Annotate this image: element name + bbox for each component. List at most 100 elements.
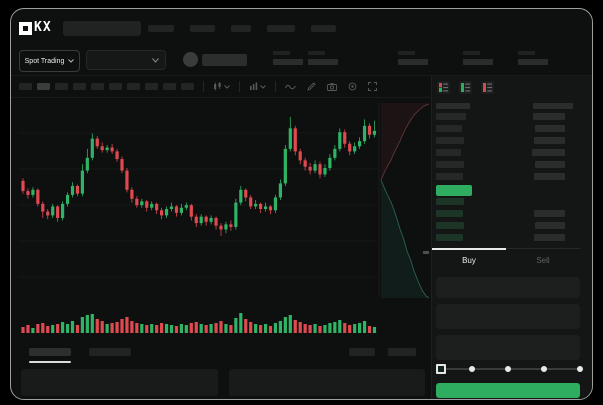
timeframe-button[interactable] [55,83,68,90]
book-combined-icon[interactable] [437,81,450,94]
bottom-panels [21,369,425,396]
pair-dropdown[interactable] [86,50,166,70]
buy-tab[interactable]: Buy [462,256,476,265]
bid-amount-placeholder [535,222,565,229]
timeframe-button[interactable] [127,83,140,90]
slider-stop[interactable] [469,366,475,372]
timeframe-button[interactable] [145,83,158,90]
orderbook-trade-panel: Buy Sell [431,76,592,399]
timeframe-button[interactable] [37,83,50,90]
bottom-action-button[interactable] [388,348,416,356]
ask-row[interactable] [436,137,580,144]
ask-amount-placeholder [535,125,565,132]
slider-handle[interactable] [436,364,446,374]
coin-avatar [183,52,198,67]
order-form-field[interactable] [436,335,580,360]
chart-gridlines [19,132,377,278]
book-bids-icon[interactable] [459,81,472,94]
bottom-tab[interactable] [89,348,131,356]
buy-submit-button[interactable] [436,383,580,398]
bid-amount-placeholder [534,210,565,217]
nav-item[interactable] [190,25,215,32]
candlestick-series [21,116,377,236]
bid-price-placeholder [436,222,464,229]
bottom-tab-bar [19,346,425,364]
bottom-tab-active-underline [29,361,71,363]
ask-price-placeholder [436,173,463,180]
chart-settings-button[interactable] [348,82,357,91]
order-form-field[interactable] [436,277,580,298]
nav-item[interactable] [231,25,251,32]
timeframe-button[interactable] [163,83,176,90]
bottom-panel[interactable] [21,369,218,396]
bid-row[interactable] [436,234,580,241]
orderbook-view-toggles [437,81,494,94]
ask-price-placeholder [436,161,464,168]
wave-icon [285,84,296,89]
indicator-button[interactable] [249,82,266,91]
ticker-stat [273,51,303,65]
candlestick-chart[interactable] [19,101,429,336]
buy-tab-indicator [432,248,506,250]
fullscreen-button[interactable] [368,82,377,91]
market-type-dropdown[interactable]: Spot Trading [19,50,80,72]
top-nav [148,25,336,32]
chart-toolbar [11,75,592,98]
bid-row[interactable] [436,198,580,205]
indicator-line-button[interactable] [285,83,296,91]
timeframe-button[interactable] [19,83,32,90]
amount-slider[interactable] [436,364,583,374]
nav-item[interactable] [267,25,295,32]
volume-series [21,313,377,333]
trade-tabs: Buy Sell [432,248,580,273]
chevron-down-icon [224,84,230,89]
depth-bids-line [380,179,429,299]
bid-price-placeholder [436,234,463,241]
nav-item[interactable] [148,25,174,32]
slider-stop[interactable] [577,366,583,372]
depth-price-marker [423,251,429,254]
draw-tools-button[interactable] [307,82,316,91]
bottom-panel[interactable] [228,369,425,396]
toolbar-divider [239,81,240,92]
candle-style-button[interactable] [213,82,230,91]
okx-logo[interactable]: KX [19,20,52,36]
screenshot-button[interactable] [327,82,337,91]
market-type-label: Spot Trading [24,57,65,65]
ask-price-placeholder [436,113,466,120]
ask-amount-placeholder [533,113,565,120]
slider-stop[interactable] [541,366,547,372]
ask-price-placeholder [436,125,462,132]
bottom-tab-active[interactable] [29,348,71,356]
timeframe-button[interactable] [181,83,194,90]
ask-row[interactable] [436,161,580,168]
bid-row[interactable] [436,210,580,217]
ask-price-placeholder [436,137,464,144]
orderbook-amount-header [533,103,573,109]
ask-price-placeholder [436,149,461,156]
bid-row[interactable] [436,222,580,229]
order-form-field[interactable] [436,304,580,329]
stat-label-placeholder [398,51,415,55]
orderbook-last-price[interactable] [436,185,472,196]
search-input[interactable] [63,21,141,36]
stat-value-placeholder [398,59,428,65]
ask-amount-placeholder [535,161,565,168]
timeframe-button[interactable] [109,83,122,90]
stat-label-placeholder [308,51,325,55]
bottom-action-button[interactable] [349,348,375,356]
toolbar-divider [203,81,204,92]
timeframe-button[interactable] [73,83,86,90]
ask-row[interactable] [436,113,580,120]
ask-row[interactable] [436,125,580,132]
slider-stop[interactable] [505,366,511,372]
indicator-icon [250,82,258,90]
timeframe-group [19,83,194,90]
ask-row[interactable] [436,149,580,156]
ask-row[interactable] [436,173,580,180]
ask-amount-placeholder [534,137,565,144]
sell-tab[interactable]: Sell [536,256,550,265]
book-asks-icon[interactable] [481,81,494,94]
timeframe-button[interactable] [91,83,104,90]
nav-item[interactable] [311,25,336,32]
